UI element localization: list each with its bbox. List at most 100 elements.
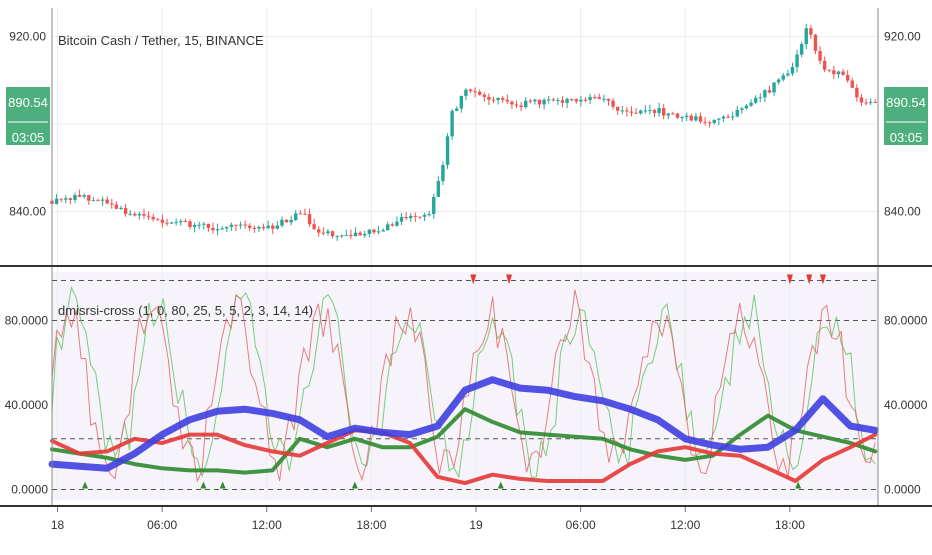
candle-body bbox=[772, 82, 776, 93]
candle-body bbox=[215, 229, 220, 231]
price-tick-label: 920.00 bbox=[884, 29, 921, 43]
x-tick-label: 18 bbox=[51, 518, 65, 532]
candle-body bbox=[326, 231, 330, 234]
candle-body bbox=[491, 99, 496, 101]
candle-body bbox=[54, 198, 59, 204]
candle-body bbox=[827, 69, 831, 71]
candle-body bbox=[703, 121, 707, 123]
candle-body bbox=[735, 109, 739, 117]
candle-body bbox=[615, 106, 620, 111]
price-badge-value: 890.54 bbox=[886, 95, 926, 110]
candle-body bbox=[64, 198, 68, 200]
candle-body bbox=[77, 194, 82, 197]
candle-body bbox=[294, 213, 298, 220]
candle-body bbox=[372, 229, 376, 233]
candle-body bbox=[321, 232, 326, 234]
candle-body bbox=[565, 98, 569, 103]
price-badge-left: 890.54 03:05 bbox=[6, 87, 50, 145]
candle-body bbox=[666, 113, 670, 116]
candle-body bbox=[505, 99, 510, 102]
candle-body bbox=[151, 216, 155, 220]
candle-body bbox=[289, 219, 293, 223]
candle-body bbox=[717, 118, 721, 120]
candle-body bbox=[602, 98, 606, 100]
candle-body bbox=[813, 34, 818, 51]
indicator-tick-label: 80.0000 bbox=[5, 314, 49, 328]
candle-body bbox=[694, 116, 698, 121]
candle-body bbox=[280, 219, 284, 226]
candle-body bbox=[73, 194, 77, 200]
candle-body bbox=[119, 207, 123, 209]
candle-body bbox=[146, 215, 151, 217]
candle-body bbox=[432, 196, 436, 215]
indicator-pane-background bbox=[52, 272, 878, 500]
candle-body bbox=[873, 101, 877, 103]
candle-body bbox=[284, 219, 289, 223]
indicator-tick-label: 40.0000 bbox=[884, 398, 928, 412]
candle-body bbox=[399, 216, 404, 222]
candle-body bbox=[344, 234, 349, 236]
candle-body bbox=[790, 67, 795, 74]
candle-body bbox=[560, 100, 565, 103]
candle-body bbox=[638, 110, 643, 114]
main-pane-title: Bitcoin Cash / Tether, 15, BINANCE bbox=[58, 33, 264, 48]
x-tick-label: 06:00 bbox=[147, 518, 177, 532]
candle-body bbox=[96, 200, 100, 202]
price-tick-label: 840.00 bbox=[884, 205, 921, 219]
x-tick-label: 18:00 bbox=[775, 518, 805, 532]
candle-body bbox=[445, 136, 450, 165]
candle-body bbox=[266, 225, 270, 229]
buy-signal-arrow bbox=[219, 481, 226, 489]
candle-body bbox=[519, 105, 523, 108]
sell-signal-arrow bbox=[806, 274, 813, 285]
candle-body bbox=[455, 108, 459, 111]
candle-body bbox=[634, 112, 638, 114]
candle-body bbox=[675, 113, 680, 118]
candle-body bbox=[822, 60, 827, 70]
candle-body bbox=[450, 110, 454, 137]
buy-signal-arrow bbox=[82, 481, 89, 489]
x-tick-label: 18:00 bbox=[356, 518, 386, 532]
candle-body bbox=[156, 219, 160, 221]
candle-body bbox=[689, 115, 693, 121]
candle-body bbox=[418, 216, 422, 218]
candle-body bbox=[648, 110, 652, 112]
candle-body bbox=[110, 203, 114, 205]
candle-body bbox=[307, 214, 312, 225]
candle-body bbox=[574, 99, 579, 102]
x-tick-label: 06:00 bbox=[566, 518, 596, 532]
candle-body bbox=[652, 110, 657, 114]
indicator-tick-label: 0.0000 bbox=[11, 482, 48, 496]
x-tick-label: 12:00 bbox=[670, 518, 700, 532]
candle-body bbox=[395, 221, 399, 226]
candle-body bbox=[220, 228, 224, 230]
candle-body bbox=[514, 104, 519, 106]
candle-body bbox=[763, 90, 767, 98]
candle-body bbox=[404, 216, 408, 219]
candle-body bbox=[859, 97, 864, 103]
candle-body bbox=[809, 28, 813, 35]
candle-body bbox=[206, 223, 211, 228]
candle-body bbox=[804, 28, 808, 45]
candle-body bbox=[845, 74, 850, 81]
thin-red-oscillator-line bbox=[51, 289, 876, 483]
candle-body bbox=[620, 110, 624, 112]
candle-body bbox=[524, 100, 528, 108]
candle-body bbox=[753, 97, 758, 103]
candle-body bbox=[252, 227, 257, 229]
price-tick-label: 920.00 bbox=[9, 29, 46, 43]
candle-body bbox=[583, 99, 588, 101]
candle-body bbox=[629, 111, 634, 113]
candle-body bbox=[169, 222, 174, 224]
candle-body bbox=[864, 102, 868, 104]
candle-body bbox=[721, 116, 726, 119]
time-badge-value: 03:05 bbox=[12, 130, 45, 145]
candle-body bbox=[386, 224, 390, 231]
indicator-tick-label: 40.0000 bbox=[5, 398, 49, 412]
price-badge-value: 890.54 bbox=[8, 95, 48, 110]
candle-body bbox=[234, 224, 238, 226]
candle-body bbox=[202, 223, 206, 225]
candle-body bbox=[818, 50, 822, 61]
candle-body bbox=[786, 73, 790, 76]
